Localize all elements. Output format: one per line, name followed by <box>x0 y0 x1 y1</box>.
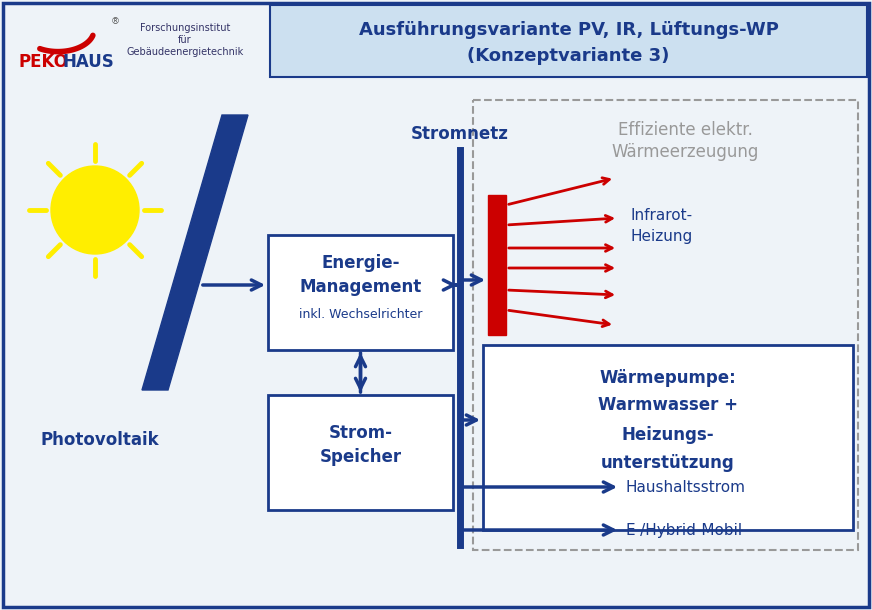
Text: inkl. Wechselrichter: inkl. Wechselrichter <box>299 309 422 321</box>
Text: Photovoltaik: Photovoltaik <box>41 431 160 449</box>
Text: Warmwasser +: Warmwasser + <box>598 396 738 414</box>
Text: Strom-: Strom- <box>329 424 392 442</box>
Bar <box>268 235 453 350</box>
Text: (Konzeptvariante 3): (Konzeptvariante 3) <box>467 47 670 65</box>
Text: Heizung: Heizung <box>630 229 692 245</box>
Bar <box>488 195 506 335</box>
Text: Infrarot-: Infrarot- <box>630 207 692 223</box>
Text: Haushaltsstrom: Haushaltsstrom <box>625 479 745 495</box>
Text: E-/Hybrid-Mobil: E-/Hybrid-Mobil <box>625 523 742 537</box>
Text: Forschungsinstitut: Forschungsinstitut <box>140 23 230 33</box>
Text: Heizungs-: Heizungs- <box>622 426 714 444</box>
Text: für: für <box>178 35 192 45</box>
Text: Ausführungsvariante PV, IR, Lüftungs-WP: Ausführungsvariante PV, IR, Lüftungs-WP <box>358 21 779 39</box>
Text: PEKO: PEKO <box>18 53 68 71</box>
Text: Wärmeerzeugung: Wärmeerzeugung <box>612 143 760 161</box>
Text: Effiziente elektr.: Effiziente elektr. <box>618 121 753 139</box>
Text: Gebäudeenergietechnik: Gebäudeenergietechnik <box>126 47 243 57</box>
Text: Stromnetz: Stromnetz <box>411 125 509 143</box>
Bar <box>473 100 858 550</box>
Bar <box>483 345 853 530</box>
Circle shape <box>51 166 139 254</box>
Text: Wärmepumpe:: Wärmepumpe: <box>600 369 736 387</box>
Text: Energie-: Energie- <box>321 254 399 272</box>
Bar <box>270 5 867 77</box>
Text: Management: Management <box>299 278 422 296</box>
Bar <box>268 395 453 510</box>
Text: Speicher: Speicher <box>319 448 402 466</box>
Text: unterstützung: unterstützung <box>601 454 735 472</box>
Text: HAUS: HAUS <box>62 53 113 71</box>
Polygon shape <box>142 115 248 390</box>
Text: ®: ® <box>111 18 119 26</box>
